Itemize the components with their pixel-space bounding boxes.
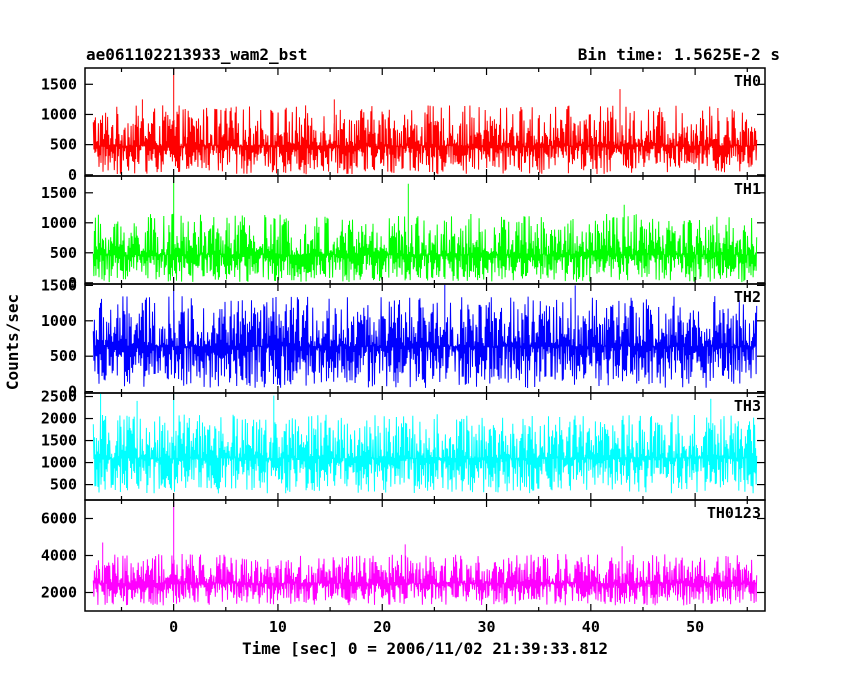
bin-time-label: Bin time: 1.5625E-2 s	[578, 45, 780, 64]
y-tick-label-th2: 0	[68, 383, 77, 401]
x-tick-label: 20	[373, 618, 391, 636]
x-tick-label: 0	[169, 618, 178, 636]
series-line-th1	[92, 176, 758, 283]
panel-label-th0123: TH0123	[707, 504, 761, 522]
y-tick-label-th0: 0	[68, 166, 77, 184]
panel-label-th1: TH1	[734, 180, 761, 198]
y-tick-label-th1: 1500	[41, 184, 77, 202]
y-tick-label-th3: 2000	[41, 410, 77, 428]
y-tick-label-th0123: 4000	[41, 547, 77, 565]
y-tick-label-th2: 1500	[41, 276, 77, 294]
y-tick-label-th2: 1000	[41, 312, 77, 330]
y-tick-label-th0: 500	[50, 136, 77, 154]
y-tick-label-th3: 1000	[41, 454, 77, 472]
x-tick-label: 10	[269, 618, 287, 636]
y-tick-label-th1: 1000	[41, 214, 77, 232]
series-line-th2	[92, 284, 758, 389]
y-tick-label-th0123: 2000	[41, 584, 77, 602]
chart-title: ae061102213933_wam2_bst	[86, 45, 308, 64]
panel-label-th0: TH0	[734, 72, 761, 90]
y-tick-label-th2: 500	[50, 347, 77, 365]
series-line-th0123	[92, 501, 758, 606]
y-tick-label-th0: 1000	[41, 105, 77, 123]
x-tick-label: 30	[478, 618, 496, 636]
panel-label-th2: TH2	[734, 288, 761, 306]
y-tick-label-th3: 500	[50, 476, 77, 494]
x-tick-label: 50	[686, 618, 704, 636]
x-axis-label: Time [sec] 0 = 2006/11/02 21:39:33.812	[242, 639, 608, 658]
series-line-th0	[92, 68, 758, 175]
y-tick-label-th3: 2500	[41, 388, 77, 406]
y-tick-label-th0123: 6000	[41, 510, 77, 528]
y-axis-label: Counts/sec	[3, 294, 22, 390]
y-tick-label-th1: 500	[50, 244, 77, 262]
panel-label-th3: TH3	[734, 397, 761, 415]
x-tick-label: 40	[582, 618, 600, 636]
panel-frame-th1	[84, 175, 766, 285]
series-line-th3	[92, 393, 758, 494]
y-tick-label-th1: 0	[68, 274, 77, 292]
y-tick-label-th0: 1500	[41, 75, 77, 93]
y-tick-label-th3: 1500	[41, 432, 77, 450]
